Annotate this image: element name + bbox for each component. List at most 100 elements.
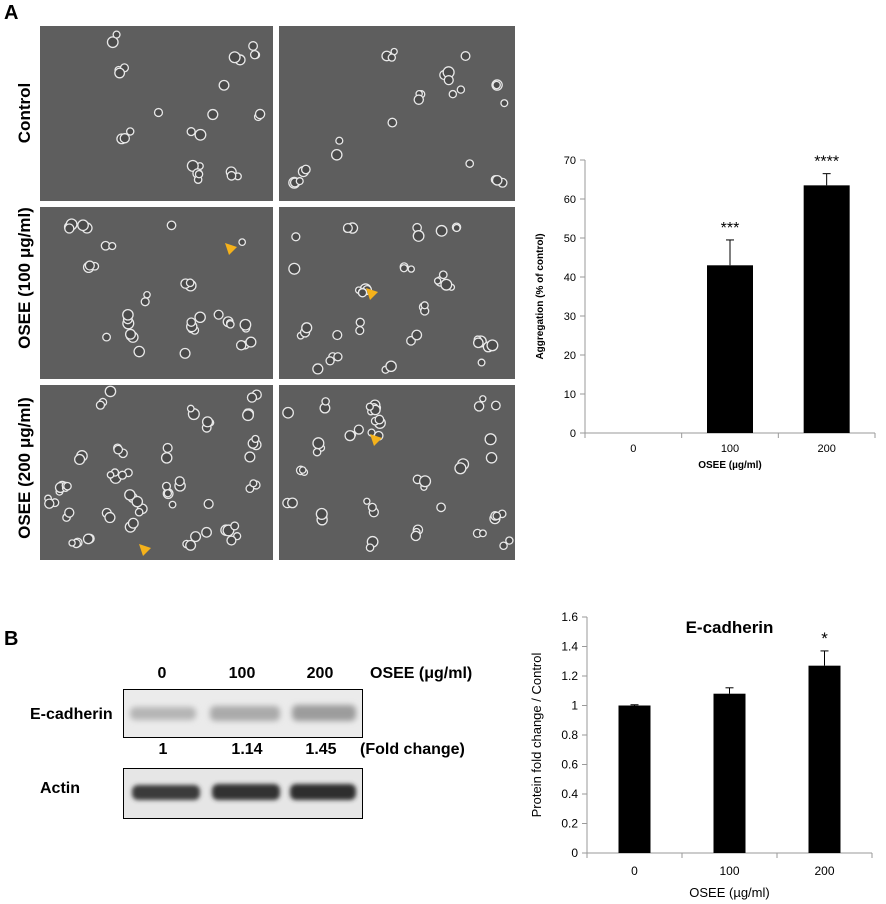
- cell: [312, 447, 322, 457]
- cell: [163, 489, 173, 498]
- blot-protein-label: E-cadherin: [30, 706, 113, 723]
- cell: [194, 311, 206, 324]
- y-tick-label: 0.4: [561, 787, 578, 801]
- cell: [218, 79, 230, 91]
- cell: [207, 108, 219, 121]
- row-label-osee-200: OSEE (200 μg/ml): [15, 397, 34, 539]
- cell: [203, 498, 214, 510]
- y-tick-label: 0: [570, 428, 576, 440]
- cell: [153, 107, 164, 118]
- cell: [300, 164, 311, 175]
- blot-conc-200: 200: [306, 665, 334, 682]
- arrowhead-icon: [366, 288, 378, 300]
- chart-title: E-cadherin: [686, 618, 774, 637]
- arrowhead-icon: [370, 434, 382, 446]
- cell: [365, 543, 375, 552]
- cell: [418, 475, 432, 488]
- cell: [245, 336, 257, 348]
- cell: [44, 498, 55, 509]
- cell: [325, 356, 335, 366]
- cell: [186, 127, 196, 137]
- cell: [226, 170, 237, 181]
- cell: [452, 223, 461, 233]
- cell: [479, 395, 487, 403]
- cell: [387, 53, 397, 62]
- cell: [131, 495, 144, 508]
- micrograph-osee200-2: [279, 385, 515, 560]
- cell: [485, 451, 498, 464]
- cell: [355, 326, 365, 336]
- y-tick-label: 70: [564, 155, 576, 167]
- cell: [473, 401, 485, 412]
- cell: [440, 278, 453, 291]
- cells-image: [106, 30, 266, 184]
- y-tick-label: 50: [564, 233, 576, 245]
- cell: [113, 444, 124, 455]
- cells-image: [44, 385, 262, 551]
- significance-label: ****: [814, 154, 839, 171]
- y-tick-label: 20: [564, 350, 576, 362]
- y-tick-label: 60: [564, 194, 576, 206]
- micrograph-osee100-1: [40, 207, 273, 379]
- cell: [357, 288, 368, 298]
- cell: [500, 99, 509, 108]
- cell: [185, 539, 197, 551]
- cell: [106, 36, 119, 49]
- cell: [332, 329, 343, 341]
- cell: [435, 224, 448, 237]
- cell: [114, 67, 126, 79]
- x-tick-label: 0: [631, 864, 638, 878]
- cell: [238, 238, 247, 247]
- blot-loading-label: Actin: [40, 780, 80, 797]
- micrograph-control-2: [279, 26, 515, 201]
- cell: [249, 479, 258, 488]
- cell: [230, 521, 240, 531]
- cell: [287, 497, 298, 509]
- cell: [185, 278, 195, 288]
- cell: [201, 526, 212, 538]
- cell: [124, 489, 136, 501]
- y-tick-label: 0: [571, 846, 578, 860]
- x-tick-label: 100: [719, 864, 739, 878]
- cell: [226, 320, 235, 329]
- row-label-control: Control: [15, 82, 34, 144]
- significance-label: *: [821, 629, 828, 648]
- cell: [399, 264, 409, 273]
- cell: [104, 385, 117, 398]
- cell: [160, 452, 173, 464]
- cell: [124, 328, 136, 340]
- cell: [64, 223, 75, 234]
- cell: [117, 470, 128, 480]
- cell: [410, 530, 422, 542]
- cell: [407, 265, 416, 273]
- cell: [226, 535, 237, 546]
- cell: [134, 507, 144, 517]
- bar-200: [808, 665, 841, 853]
- cell: [298, 466, 307, 474]
- y-tick-label: 10: [564, 389, 576, 401]
- y-axis-label: Protein fold change / Control: [529, 653, 544, 818]
- cell: [433, 277, 442, 285]
- cell: [436, 502, 446, 513]
- cell: [321, 397, 330, 406]
- cell: [174, 476, 185, 487]
- cell: [291, 232, 301, 242]
- arrowhead-icon: [139, 544, 151, 556]
- cell: [484, 433, 497, 446]
- cell: [288, 262, 301, 275]
- actin-blot: [123, 768, 363, 819]
- cell: [420, 301, 429, 310]
- cell: [190, 531, 202, 543]
- cells-image: [63, 218, 257, 359]
- cell: [490, 400, 501, 411]
- cell: [244, 451, 256, 463]
- cell: [282, 406, 294, 419]
- cell: [186, 317, 197, 327]
- cell: [355, 317, 365, 327]
- blot-conc-0: 0: [157, 665, 167, 682]
- blot-bands: [124, 690, 362, 737]
- cell: [143, 290, 151, 299]
- cell: [249, 49, 260, 60]
- cell: [77, 219, 89, 232]
- cell: [161, 481, 172, 491]
